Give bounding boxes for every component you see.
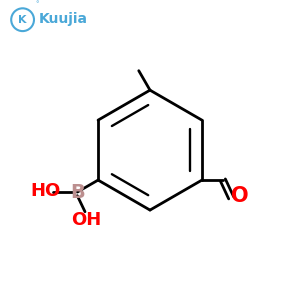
Text: OH: OH: [71, 211, 102, 229]
Text: °: °: [35, 2, 39, 8]
Text: K: K: [18, 15, 27, 25]
Text: O: O: [231, 186, 248, 206]
Text: HO: HO: [31, 182, 61, 200]
Text: B: B: [70, 183, 85, 202]
Text: Kuujia: Kuujia: [38, 12, 88, 26]
